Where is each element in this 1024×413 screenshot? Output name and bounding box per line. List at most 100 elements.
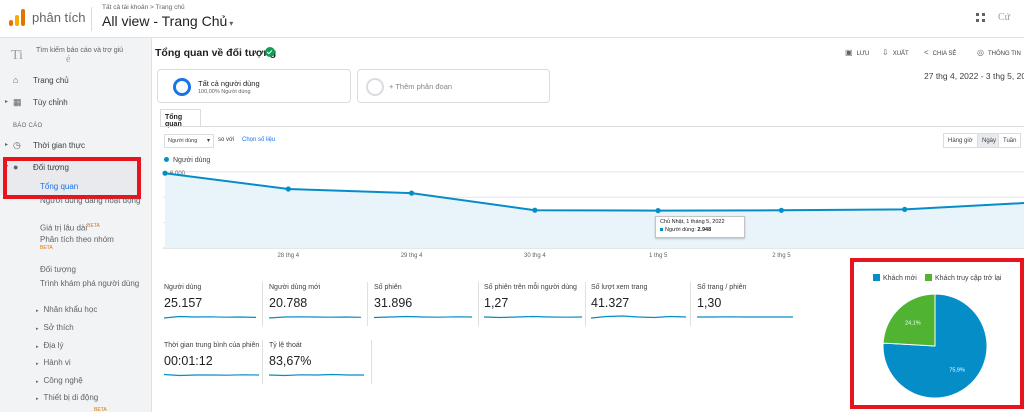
- action-label: CHIA SẺ: [933, 51, 957, 57]
- data-point: [779, 208, 784, 213]
- metric-value: 20.788: [269, 296, 361, 310]
- export-icon: ⇩: [882, 48, 889, 57]
- metric-value: 1,27: [484, 296, 582, 310]
- x-tick-label: 2 thg 5: [772, 253, 791, 259]
- sidebar-item-label: Phân tích theo nhóm: [40, 235, 114, 244]
- metric-label: Người dùng mới: [269, 284, 361, 291]
- expand-arrow-icon: ▸: [36, 361, 39, 367]
- metric-divider: [371, 340, 372, 384]
- sidebar-item-label: Trang chủ: [33, 76, 69, 85]
- metric-value: 41.327: [591, 296, 686, 310]
- sidebar-item-label: Địa lý: [44, 341, 64, 350]
- sidebar-item-lifetime-value[interactable]: Giá trị lâu dàiBETA: [40, 221, 150, 234]
- choose-metric-link[interactable]: Chọn số liệu: [242, 137, 275, 143]
- sparkline-path: [374, 317, 472, 318]
- metric-divider: [262, 282, 263, 326]
- share-button[interactable]: <CHIA SẺ: [924, 48, 956, 57]
- sidebar-item-overview[interactable]: Tổng quan: [40, 182, 150, 192]
- account-avatar[interactable]: Cứ: [998, 12, 1010, 23]
- sidebar-item-customize[interactable]: ▸ ▦ Tùy chỉnh: [0, 94, 150, 112]
- sidebar-item-mobile[interactable]: ▸Thiết bị di động: [36, 393, 98, 402]
- date-range-picker[interactable]: 27 thg 4, 2022 - 3 thg 5, 2022: [924, 71, 1024, 81]
- brand-name: phân tích: [32, 10, 86, 25]
- view-selector[interactable]: All view - Trang Chủ▾: [102, 13, 233, 29]
- granularity-weekly[interactable]: Tuần: [998, 133, 1021, 148]
- sidebar-item-user-explorer[interactable]: Trình khám phá người dùng: [40, 279, 150, 289]
- sidebar-item-label: Tùy chỉnh: [33, 98, 68, 107]
- sparkline-path: [164, 375, 259, 376]
- search-prefix: Ti: [11, 48, 23, 64]
- sidebar-item-interests[interactable]: ▸ Sở thích: [36, 323, 74, 332]
- metric-new-users[interactable]: Người dùng mới 20.788: [269, 284, 361, 322]
- save-icon: ▣: [845, 48, 853, 57]
- sidebar-item-demographics[interactable]: ▸Nhân khẩu học: [36, 305, 97, 314]
- metric-pageviews[interactable]: Số lượt xem trang 41.327: [591, 284, 686, 322]
- save-button[interactable]: ▣ LƯU: [845, 48, 869, 57]
- expand-arrow-icon: ▸: [36, 344, 39, 350]
- sparkline: [269, 370, 364, 380]
- metric-divider: [367, 282, 368, 326]
- search-input[interactable]: Tìm kiếm báo cáo và trợ giú: [36, 47, 123, 54]
- tab-overview[interactable]: Tổng quan: [160, 109, 201, 126]
- sidebar-item-geo[interactable]: ▸ Địa lý: [36, 341, 64, 350]
- add-segment-label: + Thêm phân đoạn: [389, 82, 452, 91]
- tooltip-label: Người dùng:: [665, 227, 696, 233]
- chart-tooltip: Chủ Nhật, 1 tháng 5, 2022 Người dùng: 2.…: [655, 216, 745, 238]
- verified-check-icon: [265, 47, 275, 57]
- grid-icon: ▦: [13, 97, 22, 108]
- sidebar-item-realtime[interactable]: ▸ ◷ Thời gian thực: [0, 137, 150, 155]
- metric-label: Số lượt xem trang: [591, 284, 686, 291]
- vs-label: so với: [218, 137, 234, 143]
- metric-divider: [262, 340, 263, 384]
- granularity-hourly[interactable]: Hàng giờ: [943, 133, 978, 148]
- series-swatch-icon: [660, 228, 663, 231]
- metric-divider: [478, 282, 479, 326]
- expand-arrow-icon: ▸: [36, 326, 39, 332]
- metric-divider: [585, 282, 586, 326]
- sidebar-item-label: Thiết bị di động: [44, 393, 99, 402]
- sparkline-path: [269, 375, 364, 376]
- sidebar-item-behavior[interactable]: ▸ Hành vi: [36, 358, 71, 367]
- sidebar-item-label: Thời gian thực: [33, 141, 85, 150]
- breadcrumb[interactable]: Tất cả tài khoản > Trang chủ: [102, 4, 185, 11]
- x-tick-label: 30 thg 4: [524, 253, 546, 259]
- sidebar-item-label: Sở thích: [44, 323, 74, 332]
- main-content: Tổng quan về đối tượng ▣LƯU ⇩XUẤT <CHIA …: [153, 38, 1024, 412]
- empty-segment-icon: [366, 78, 384, 96]
- sidebar-item-audiences[interactable]: Đối tượng: [40, 265, 150, 275]
- x-tick-label: 28 thg 4: [277, 253, 299, 259]
- data-point: [162, 171, 167, 176]
- action-label: LƯU: [857, 51, 870, 57]
- sidebar-item-label: Hành vi: [44, 358, 71, 367]
- sidebar-item-home[interactable]: ⌂ Trang chủ: [0, 72, 150, 90]
- chevron-down-icon: ▾: [229, 19, 233, 28]
- add-segment-button[interactable]: + Thêm phân đoạn: [357, 69, 550, 103]
- data-point: [409, 191, 414, 196]
- sidebar-item-active-users[interactable]: Người dùng đang hoạt động: [40, 196, 150, 206]
- segment-ring-icon: [173, 78, 191, 96]
- divider: [91, 7, 92, 31]
- metric-selector[interactable]: Người dùng: [164, 134, 214, 148]
- export-button[interactable]: ⇩XUẤT: [882, 48, 909, 57]
- x-tick-label: 29 thg 4: [401, 253, 423, 259]
- metric-value: 00:01:12: [164, 354, 259, 368]
- metric-value: 25.157: [164, 296, 256, 310]
- apps-grid-icon[interactable]: [976, 13, 985, 22]
- insights-icon: ◎: [977, 48, 984, 57]
- analytics-logo-icon[interactable]: [9, 9, 25, 26]
- home-icon: ⌂: [13, 75, 18, 85]
- segment-all-users[interactable]: Tất cả người dùng 100,00% Người dùng: [157, 69, 351, 103]
- sidebar-item-technology[interactable]: ▸Công nghệ: [36, 376, 83, 385]
- insights-button[interactable]: ◎THÔNG TIN: [977, 48, 1021, 57]
- metric-label: Số trang / phiên: [697, 284, 793, 291]
- sidebar-item-label: Công nghệ: [44, 376, 83, 385]
- sparkline-path: [269, 317, 361, 318]
